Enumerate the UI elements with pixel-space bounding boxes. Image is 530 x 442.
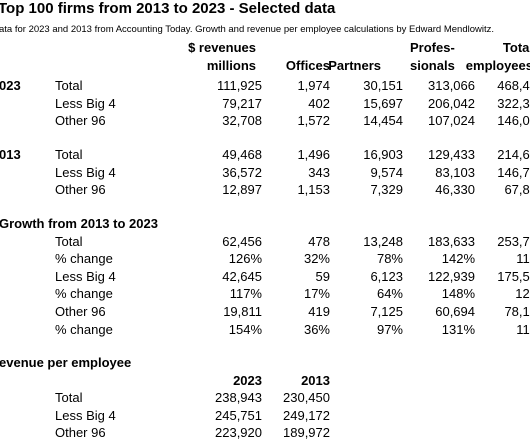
column-header: millions	[206, 57, 256, 73]
cell: 148%	[441, 286, 475, 302]
row-label: Other 96	[55, 182, 106, 198]
row-heading: 013	[0, 147, 21, 162]
cell: 115	[516, 321, 530, 337]
column-header: $ revenues	[188, 40, 256, 55]
row-label: % change	[55, 321, 113, 337]
cell: 79,217	[222, 95, 262, 111]
cell: 1,974	[297, 78, 330, 93]
cell: 126%	[228, 251, 262, 267]
cell: 223,920	[215, 425, 262, 441]
column-header: Offices	[285, 57, 330, 73]
cell: 49,468	[222, 147, 262, 162]
row-heading: evenue per employee	[0, 355, 132, 370]
row-label: Less Big 4	[55, 407, 116, 423]
cell: 142%	[441, 251, 475, 267]
cell: 78,18	[504, 304, 530, 319]
cell: 120	[515, 286, 530, 302]
cell: 32,708	[222, 113, 262, 129]
column-header: Partners	[328, 57, 381, 73]
cell: 111,925	[216, 78, 262, 93]
row-label: Total	[55, 233, 83, 249]
cell: 1,496	[297, 147, 330, 162]
cell: 122,939	[428, 268, 475, 284]
row-label: % change	[55, 286, 113, 302]
cell: 183,633	[428, 233, 475, 249]
cell: 62,456	[222, 233, 262, 249]
row-label: Less Big 4	[55, 95, 116, 111]
cell: 17%	[303, 286, 330, 302]
cell: 64%	[376, 286, 403, 302]
row-label: Other 96	[55, 304, 106, 319]
cell: 13,248	[363, 233, 403, 249]
cell: 419	[308, 304, 330, 319]
cell: 60,694	[435, 304, 475, 319]
cell: 214,66	[497, 147, 530, 162]
cell: 9,574	[370, 164, 403, 180]
cell: 42,645	[222, 268, 262, 284]
cell: 189,972	[283, 425, 330, 441]
cell: 14,454	[363, 113, 403, 129]
row-label: Total	[55, 147, 83, 162]
cell: 107,024	[428, 113, 475, 129]
cell: 117%	[229, 286, 262, 302]
cell: 238,943	[215, 390, 262, 406]
cell: 97%	[376, 321, 403, 337]
row-label: Other 96	[55, 425, 106, 441]
cell: 30,151	[363, 78, 403, 93]
cell: 146,06	[497, 113, 530, 129]
cell: 154%	[228, 321, 262, 337]
cell: 175,57	[497, 268, 530, 284]
row-label: Other 96	[55, 113, 106, 129]
column-header: 2023	[233, 372, 262, 388]
column-header: 2013	[301, 372, 330, 388]
cell: 12,897	[222, 182, 262, 198]
column-header: Total	[502, 40, 530, 55]
cell: 402	[308, 95, 330, 111]
cell: 59	[315, 268, 330, 284]
column-header: Profes-	[410, 40, 455, 55]
cell: 129,433	[428, 147, 475, 162]
cell: 46,330	[435, 182, 475, 198]
cell: 343	[308, 164, 330, 180]
cell: 230,450	[283, 390, 330, 406]
cell: 36,572	[222, 164, 262, 180]
cell: 118	[516, 251, 530, 267]
row-label: Less Big 4	[55, 268, 116, 284]
row-label: % change	[55, 251, 113, 267]
row-heading: Growth from 2013 to 2023	[0, 216, 158, 231]
cell: 6,123	[370, 268, 403, 284]
cell: 7,125	[370, 304, 403, 319]
cell: 36%	[303, 321, 330, 337]
cell: 131%	[441, 321, 475, 337]
cell: 146,77	[497, 164, 530, 180]
cell: 245,751	[215, 407, 262, 423]
cell: 16,903	[363, 147, 403, 162]
title: Top 100 firms from 2013 to 2023 - Select…	[0, 0, 336, 17]
cell: 19,811	[223, 304, 262, 319]
row-label: Total	[55, 390, 83, 406]
row-heading: 023	[0, 78, 21, 93]
cell: 1,572	[297, 113, 330, 129]
cell: 83,103	[435, 164, 475, 180]
cell: 313,066	[428, 78, 475, 93]
column-header: employees	[465, 57, 530, 73]
row-label: Less Big 4	[55, 164, 116, 180]
cell: 322,34	[497, 95, 530, 111]
cell: 7,329	[370, 182, 403, 198]
cell: 478	[308, 233, 330, 249]
cell: 249,172	[283, 407, 330, 423]
cell: 206,042	[428, 95, 475, 111]
cell: 15,697	[363, 95, 403, 111]
cell: 67,88	[504, 182, 530, 198]
cell: 1,153	[297, 182, 330, 198]
cell: 32%	[303, 251, 330, 267]
row-label: Total	[55, 78, 83, 93]
cell: 468,41	[497, 78, 530, 93]
subtitle: ata for 2023 and 2013 from Accounting To…	[0, 24, 494, 35]
cell: 253,75	[497, 233, 530, 249]
column-header: sionals	[410, 57, 455, 73]
cell: 78%	[376, 251, 403, 267]
